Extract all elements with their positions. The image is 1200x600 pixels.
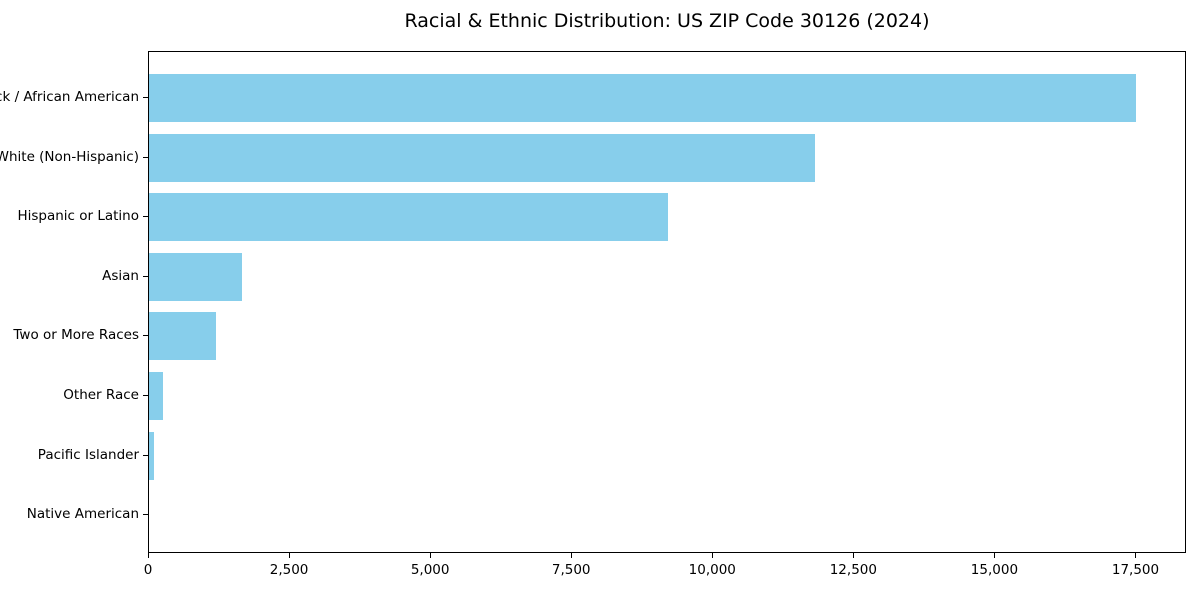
y-tick-mark (143, 454, 148, 456)
x-tick-label: 5,000 (410, 562, 450, 578)
bar-black-african-american (149, 74, 1137, 122)
y-tick-mark (143, 275, 148, 277)
y-tick-label: Pacific Islander (37, 446, 139, 463)
x-tick-mark (1135, 553, 1137, 558)
bar-other-race (149, 372, 163, 420)
y-tick-mark (143, 216, 148, 218)
y-tick-label: Two or More Races (13, 327, 139, 344)
x-tick-label: 15,000 (970, 562, 1019, 578)
bar-hispanic-or-latino (149, 193, 669, 242)
y-tick-label: Native American (26, 506, 139, 523)
x-tick-mark (994, 553, 996, 558)
x-tick-label: 12,500 (829, 562, 877, 578)
y-tick-mark (143, 395, 148, 396)
x-tick-label: 7,500 (551, 562, 591, 578)
chart-title: Racial & Ethnic Distribution: US ZIP Cod… (404, 10, 930, 32)
y-tick-label: Asian (102, 267, 139, 284)
x-tick-mark (853, 553, 855, 558)
bar-asian (149, 252, 243, 301)
x-tick-mark (148, 553, 149, 558)
y-tick-mark (143, 335, 148, 337)
bar-white-non-hispanic (149, 133, 815, 182)
x-tick-label: 0 (143, 562, 153, 578)
y-tick-label: Other Race (63, 387, 139, 403)
x-tick-label: 17,500 (1111, 562, 1160, 578)
x-tick-label: 10,000 (688, 562, 736, 578)
y-tick-label: Hispanic or Latino (17, 208, 139, 225)
plot-area (148, 51, 1186, 553)
x-tick-mark (571, 553, 573, 558)
y-tick-mark (143, 156, 148, 158)
x-tick-label: 2,500 (269, 562, 309, 578)
x-tick-mark (289, 553, 291, 558)
bar-two-or-more-races (149, 312, 216, 361)
bar-pacific-islander (149, 431, 154, 480)
x-tick-mark (712, 553, 714, 558)
y-tick-label: White (Non-Hispanic) (0, 148, 139, 165)
y-tick-mark (143, 514, 148, 516)
x-tick-mark (430, 553, 432, 558)
y-tick-mark (143, 97, 148, 98)
y-tick-label: Black / African American (0, 89, 139, 105)
